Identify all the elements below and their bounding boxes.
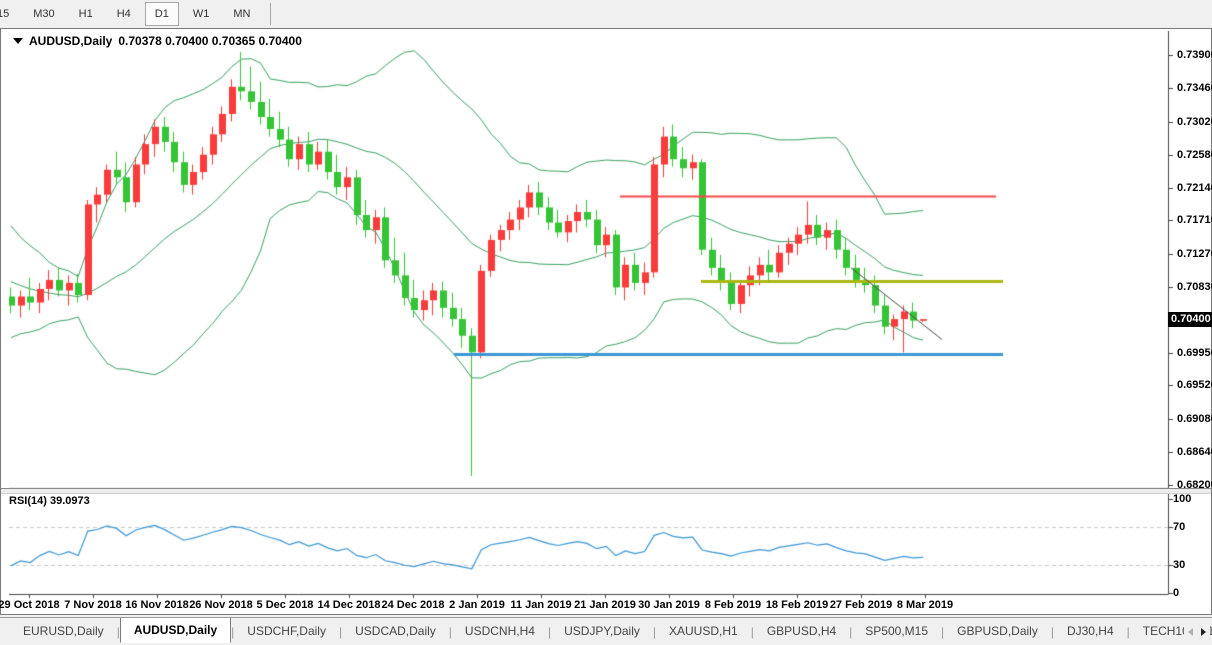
- date-tick-label: 8 Mar 2019: [896, 599, 954, 611]
- tab-separator: |: [849, 624, 853, 639]
- pane-splitter[interactable]: [1, 488, 1211, 494]
- timeframe-button-H1[interactable]: H1: [78, 8, 93, 20]
- date-tick-label: 24 Dec 2018: [381, 599, 445, 611]
- symbol-tab-xauusd-h1[interactable]: XAUUSD,H1: [669, 624, 738, 638]
- date-tick-label: 29 Oct 2018: [0, 599, 60, 611]
- chart-title: AUDUSD,Daily 0.70378 0.70400 0.70365 0.7…: [13, 34, 302, 48]
- rsi-tick-label: 70: [1173, 521, 1186, 534]
- date-tick-label: 16 Nov 2018: [125, 599, 189, 611]
- tab-separator: |: [338, 624, 343, 639]
- chart-window: AUDUSD,Daily 0.70378 0.70400 0.70365 0.7…: [0, 28, 1212, 615]
- toolbar-separator: [270, 3, 272, 25]
- rsi-tick-label: 30: [1173, 558, 1186, 571]
- scroll-tabs-left-icon[interactable]: [1188, 627, 1193, 636]
- date-tick-label: 7 Nov 2018: [64, 599, 122, 611]
- symbol-tab-gbpusd-h4[interactable]: GBPUSD,H4: [766, 624, 837, 638]
- timeframe-button-H4[interactable]: H4: [116, 8, 131, 20]
- symbol-tab-usdcnh-h4[interactable]: USDCNH,H4: [464, 624, 535, 638]
- symbol-tab-sp500-m15[interactable]: SP500,M15: [865, 624, 929, 638]
- date-tick-label: 5 Dec 2018: [256, 599, 314, 611]
- symbol-tab-usdcad-daily[interactable]: USDCAD,Daily: [355, 624, 436, 638]
- tab-separator: |: [652, 624, 656, 639]
- date-tick-label: 11 Jan 2019: [510, 599, 572, 611]
- symbol-tab-audusd-daily[interactable]: AUDUSD,Daily: [119, 618, 232, 643]
- date-tick-label: 27 Feb 2019: [829, 599, 893, 611]
- timeframe-toolbar: 15 M30 H1 H4 D1 W1 MN: [0, 0, 1212, 28]
- date-tick-label: 8 Feb 2019: [704, 599, 762, 611]
- symbol-dropdown-icon[interactable]: [13, 38, 23, 44]
- symbol-tabbar: EURUSD,Daily | AUDUSD,Daily | USDCHF,Daily | U…: [0, 617, 1212, 645]
- tab-separator: |: [750, 624, 754, 639]
- tab-separator: |: [116, 624, 120, 639]
- date-tick-label: 14 Dec 2018: [317, 599, 381, 611]
- timeframe-button-W1[interactable]: W1: [192, 8, 210, 20]
- tab-scrollers: [1184, 618, 1210, 645]
- tab-separator: |: [1050, 624, 1054, 639]
- tab-separator: |: [941, 624, 945, 639]
- date-tick-label: 26 Nov 2018: [189, 599, 253, 611]
- date-tick-label: 30 Jan 2019: [638, 599, 700, 611]
- rsi-tick-label: 100: [1173, 493, 1192, 505]
- price-chart-canvas[interactable]: [1, 29, 1211, 614]
- symbol-tab-dj30-h4[interactable]: DJ30,H4: [1066, 624, 1114, 638]
- date-tick-label: 18 Feb 2019: [765, 599, 829, 611]
- timeframe-button-D1[interactable]: D1: [144, 2, 179, 26]
- tab-separator: |: [231, 624, 235, 639]
- tab-separator: |: [1126, 624, 1130, 639]
- chart-symbol-label: AUDUSD,Daily: [29, 34, 113, 48]
- timeframe-button-MN[interactable]: MN: [233, 8, 251, 20]
- current-price-tag: 0.70400: [1168, 312, 1212, 328]
- rsi-indicator-label: RSI(14) 39.0973: [9, 495, 90, 507]
- timeframe-button-M30[interactable]: M30: [33, 8, 55, 20]
- symbol-tab-usdjpy-daily[interactable]: USDJPY,Daily: [564, 624, 640, 638]
- tab-separator: |: [448, 624, 452, 639]
- rsi-tick-label: 0: [1173, 587, 1180, 599]
- timeframe-button-15[interactable]: 15: [0, 8, 10, 20]
- date-tick-label: 2 Jan 2019: [449, 599, 505, 611]
- symbol-tab-eurusd-daily[interactable]: EURUSD,Daily: [23, 624, 104, 638]
- tab-separator: |: [547, 624, 552, 639]
- chart-ohlc-values: 0.70378 0.70400 0.70365 0.70400: [118, 34, 302, 48]
- tabs-container: EURUSD,Daily | AUDUSD,Daily | USDCHF,Daily | U…: [0, 618, 1212, 643]
- scroll-tabs-right-icon[interactable]: [1201, 627, 1206, 636]
- date-tick-label: 21 Jan 2019: [574, 599, 636, 611]
- symbol-tab-gbpusd-daily[interactable]: GBPUSD,Daily: [957, 624, 1038, 638]
- symbol-tab-usdchf-daily[interactable]: USDCHF,Daily: [247, 624, 326, 638]
